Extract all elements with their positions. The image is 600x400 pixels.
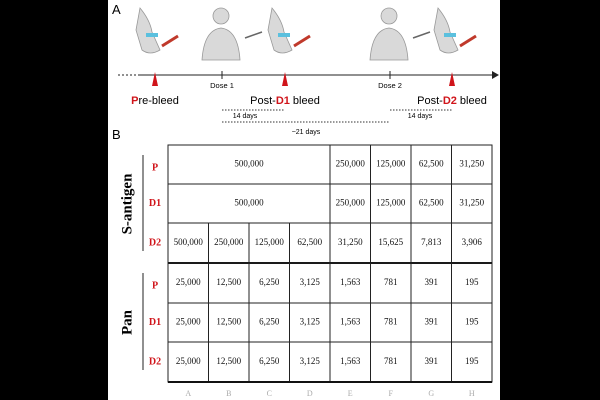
column-label: H	[469, 389, 475, 398]
bleed-markers	[152, 72, 455, 86]
cell-value: 25,000	[176, 277, 201, 287]
cell-value: 125,000	[376, 159, 406, 169]
cell-value: 781	[384, 277, 398, 287]
cell-value: 500,000	[234, 198, 264, 208]
column-label: F	[389, 389, 394, 398]
panel-label: B	[112, 127, 121, 142]
cell-value: 125,000	[255, 237, 285, 247]
cell-value: 250,000	[336, 159, 366, 169]
column-label: G	[428, 389, 434, 398]
cell-value: 250,000	[214, 237, 244, 247]
cell-value: 250,000	[336, 198, 366, 208]
interval-brackets	[222, 109, 452, 123]
table: S-antigen P 500,000 250,000 125,000 62,500 31,…	[119, 144, 493, 398]
column-label: B	[226, 389, 231, 398]
column-label: E	[348, 389, 353, 398]
cell-value: 12,500	[216, 317, 241, 327]
cell-value: 25,000	[176, 356, 201, 366]
event-part: Post-	[250, 95, 276, 107]
column-label: D	[307, 389, 313, 398]
cell-value: 6,250	[259, 356, 280, 366]
cell-value: 3,125	[300, 356, 321, 366]
column-label: C	[267, 389, 272, 398]
dose-label: Dose 1	[210, 81, 234, 90]
cell-value: 781	[384, 317, 398, 327]
cell-value: 391	[425, 277, 439, 287]
group-label: Pan	[119, 309, 135, 335]
cell-value: 195	[465, 356, 479, 366]
timeline-arrow	[492, 71, 499, 79]
cell-value: 1,563	[340, 277, 361, 287]
event-label: Post-D1 bleed	[250, 95, 320, 107]
cell-value: 195	[465, 277, 479, 287]
cell-value: 31,250	[459, 198, 484, 208]
cell-value: 500,000	[234, 159, 264, 169]
cell-value: 15,625	[378, 237, 403, 247]
cell-value: 62,500	[419, 198, 444, 208]
panel-label: A	[112, 2, 121, 17]
cell-value: 7,813	[421, 237, 442, 247]
icons	[135, 7, 477, 61]
group-label: S-antigen	[119, 173, 135, 235]
event-part: bleed	[457, 95, 487, 107]
cell-value: 12,500	[216, 277, 241, 287]
dose-label: Dose 2	[378, 81, 402, 90]
cell-value: 1,563	[340, 317, 361, 327]
event-part: re-bleed	[138, 95, 178, 107]
event-part: D2	[443, 95, 457, 107]
row-label: P	[152, 280, 158, 291]
event-part: Post-	[417, 95, 443, 107]
cell-value: 31,250	[459, 159, 484, 169]
row-label: D2	[149, 356, 161, 367]
cell-value: 391	[425, 356, 439, 366]
interval-label: ~21 days	[292, 129, 321, 136]
cell-value: 500,000	[174, 237, 204, 247]
event-part: D1	[276, 95, 290, 107]
cell-value: 781	[384, 356, 398, 366]
row-label: D1	[149, 317, 161, 328]
event-part: bleed	[290, 95, 320, 107]
cell-value: 6,250	[259, 317, 280, 327]
cell-value: 62,500	[297, 237, 322, 247]
cell-value: 12,500	[216, 356, 241, 366]
panel	[108, 0, 500, 400]
cell-value: 62,500	[419, 159, 444, 169]
cell-value: 1,563	[340, 356, 361, 366]
cell-value: 31,250	[338, 237, 363, 247]
event-label: Pre-bleed	[131, 95, 179, 107]
interval-label: 14 days	[408, 113, 433, 120]
cell-value: 25,000	[176, 317, 201, 327]
cell-value: 3,125	[300, 277, 321, 287]
interval-label: 14 days	[233, 113, 258, 120]
cell-value: 3,125	[300, 317, 321, 327]
cell-value: 195	[465, 317, 479, 327]
row-label: D1	[149, 198, 161, 209]
cell-value: 125,000	[376, 198, 406, 208]
cell-value: 6,250	[259, 277, 280, 287]
cell-value: 391	[425, 317, 439, 327]
cell-value: 3,906	[462, 237, 483, 247]
row-label: D2	[149, 237, 161, 248]
column-label: A	[185, 389, 191, 398]
event-part: P	[131, 95, 138, 107]
row-label: P	[152, 162, 158, 173]
event-label: Post-D2 bleed	[417, 95, 487, 107]
